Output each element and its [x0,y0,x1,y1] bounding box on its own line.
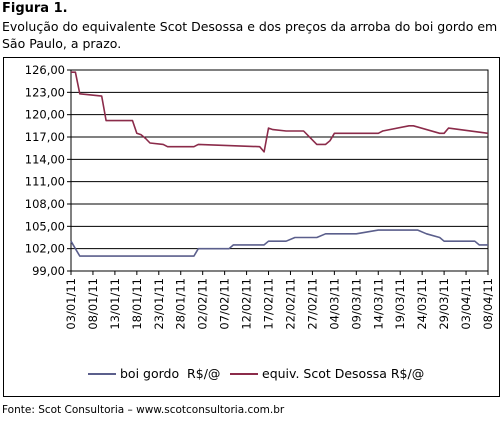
y-tick-label: 99,00 [32,264,65,278]
x-tick-label: 13/01/11 [108,278,122,330]
x-tick-label: 28/01/11 [174,278,188,330]
chart-frame: 99,00 102,00 105,00 108,00 111,00 114,00 117,0… [3,57,500,397]
y-tick-label: 126,00 [25,63,65,77]
y-tick-label: 114,00 [25,152,65,166]
x-tick-label: 09/03/11 [349,278,363,330]
series-line-boi-gordo [70,229,488,257]
x-tick-label: 07/02/11 [218,278,232,330]
x-tick-label: 08/01/11 [86,278,100,330]
line-chart: 99,00 102,00 105,00 108,00 111,00 114,00 117,0… [25,63,495,381]
figure-caption: Evolução do equivalente Scot Desossa e d… [2,19,498,51]
figure-label: Figura 1. [2,1,68,16]
y-tick-label: 117,00 [25,130,65,144]
plot-area [70,69,489,272]
x-tick-label: 17/02/11 [262,278,276,330]
x-tick-label: 02/02/11 [196,278,210,330]
series-line-scot-desossa [71,71,489,153]
y-tick-label: 108,00 [25,197,65,211]
x-tick-label: 08/04/11 [481,278,495,330]
x-tick-label: 19/03/11 [393,278,407,330]
y-tick-label: 123,00 [25,85,65,99]
x-tick-label: 04/03/11 [327,278,341,330]
x-tick-label: 18/01/11 [130,278,144,330]
legend-label-boi-gordo: boi gordo R$/@ [120,366,220,381]
x-tick-label: 03/04/11 [459,278,473,330]
x-tick-label: 12/02/11 [240,278,254,330]
y-tick-label: 102,00 [25,242,65,256]
x-tick-label: 03/01/11 [64,278,78,330]
x-tick-label: 14/03/11 [371,278,385,330]
y-tick-label: 111,00 [25,175,65,189]
x-tick-label: 22/02/11 [283,278,297,330]
x-tick-label: 24/03/11 [415,278,429,330]
y-tick-label: 105,00 [25,219,65,233]
x-tick-label: 29/03/11 [437,278,451,330]
x-tick-label: 27/02/11 [305,278,319,330]
source-note: Fonte: Scot Consultoria – www.scotconsul… [2,404,285,416]
y-tick-label: 120,00 [25,108,65,122]
legend-label-scot-desossa: equiv. Scot Desossa R$/@ [262,366,424,381]
x-tick-label: 23/01/11 [152,278,166,330]
